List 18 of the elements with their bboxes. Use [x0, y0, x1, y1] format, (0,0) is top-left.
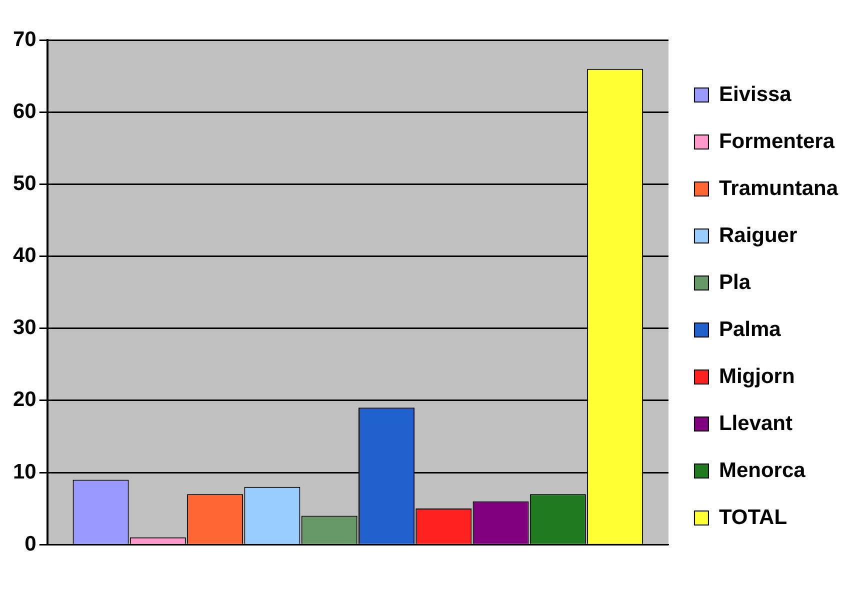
legend-label: Pla	[718, 270, 751, 294]
y-tick-label: 60	[13, 100, 36, 123]
y-tick-label: 0	[24, 532, 36, 556]
y-tick-label: 50	[13, 172, 36, 195]
legend-label: Formentera	[718, 130, 835, 153]
legend-label: Raiguer	[718, 224, 798, 247]
y-tick-label: 40	[13, 244, 36, 268]
y-tick-label: 10	[13, 460, 36, 484]
y-tick-label: 30	[13, 316, 36, 340]
legend-label: Palma	[718, 318, 782, 341]
legend-label: Migjorn	[718, 364, 795, 388]
y-tick-label: 20	[13, 388, 36, 412]
legend-label: Menorca	[718, 458, 806, 482]
legend-label: Tramuntana	[718, 176, 838, 200]
legend-label: TOTAL	[718, 506, 788, 529]
legend-label: Eivissa	[718, 82, 792, 106]
legend-label: Llevant	[718, 412, 793, 435]
y-tick-label: 70	[13, 28, 36, 51]
